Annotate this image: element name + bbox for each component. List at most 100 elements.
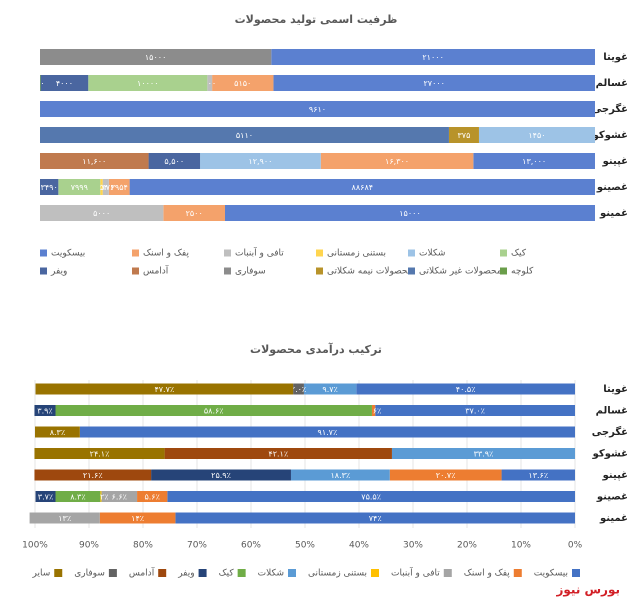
bar-segment [167,491,576,502]
data-label: ۳۴۹۰ [41,183,58,192]
legend-marker [572,569,580,577]
chart-title: ظرفیت اسمی تولید محصولات [235,13,398,26]
bar-segment [290,469,390,481]
legend-label: محصولات نیمه شکلاتی [327,267,413,277]
data-label: ۱۴٪ [131,514,144,523]
bar-segment [371,405,376,416]
category-label: غسالم [596,78,628,89]
category-label: غسالم [596,406,628,417]
category-label: غپینو [602,156,628,167]
data-label: ۱۵۰۰۰ [145,53,166,62]
bar-segment [40,153,149,169]
x-tick-label: 70% [187,541,207,551]
legend-marker [237,569,246,577]
bar-segment [40,49,272,65]
bar-segment [35,383,294,395]
watermark: بورس نیوز [555,583,620,598]
data-label: ۵۰ [36,79,45,88]
category-label: غویتا [603,384,628,395]
bar-segment [40,179,59,195]
legend-marker [54,569,63,577]
legend-marker [371,569,379,577]
data-label: ۴۰۰۰ [56,79,73,88]
data-label: ۵,۵۰۰ [164,157,184,166]
bar-segment [375,405,575,416]
legend-marker [40,267,47,275]
x-tick-label: 60% [241,541,261,551]
bar-segment [34,448,165,459]
data-label: ۱۴۵۰ [528,131,545,140]
bar-segment [175,512,575,524]
legend-marker [288,569,296,577]
data-label: ۲.۰٪ [291,385,306,394]
category-label: غمینو [599,513,628,524]
data-label: ۶.۶٪ [112,493,127,502]
data-label: ۱۸.۳٪ [331,471,351,480]
bar-segment [34,405,56,416]
legend-label: کیک [219,569,235,579]
legend-label: سوفاری [74,569,105,579]
bar-segment [55,405,372,416]
legend-label: محصولات غیر شکلاتی [419,267,502,277]
legend-label: آدامس [143,265,169,277]
bar-segment [212,75,274,91]
data-label: ۹.۷٪ [322,385,337,394]
bar-segment [40,101,595,117]
data-label: ۰.۲٪ [93,493,108,502]
legend-label: ویفر [50,267,67,277]
legend-marker [198,569,207,577]
category-label: غویتا [603,52,628,63]
data-label: ۳۷۵ [458,131,471,140]
bar-segment [293,383,304,395]
data-label: ۱۳,۰۰۰ [522,157,546,166]
bar-segment [35,491,56,502]
bar-segment [40,127,449,143]
legend-marker [132,267,139,275]
x-tick-label: 50% [295,541,315,551]
legend-label: بستنی زمستانی [327,249,386,259]
category-label: غشوکو [592,449,628,460]
legend-marker [443,569,452,577]
data-label: ۲۰.۷٪ [436,471,456,480]
legend-marker [500,249,507,257]
legend-marker [132,249,139,257]
bar-segment [137,491,168,502]
data-label: ۱۱,۶۰۰ [82,157,106,166]
legend-label: پفک و اسنک [464,569,510,579]
bar-segment [303,383,357,395]
data-label: ۱۶,۳۰۰ [385,157,409,166]
data-label: ۷۴٪ [369,514,382,523]
data-label: ۹۶۱۰ [309,105,326,114]
category-label: غشوکو [592,130,628,141]
data-label: ۲۷۰۰۰ [423,79,444,88]
data-label: ۵۸.۶٪ [204,407,224,416]
bar-segment [108,179,130,195]
legend-label: کلوچه [511,267,534,277]
data-label: ۴۵۴ [95,183,108,192]
data-label: ۴۷.۷٪ [154,385,174,394]
legend-label: تافی و آبنبات [235,247,284,259]
category-label: غگرجی [592,425,628,438]
data-label: ۵۰۰۰ [93,209,110,218]
category-label: غمینو [599,208,628,219]
legend-label: تافی و آبنبات [391,567,440,579]
legend-label: سایر [31,569,50,579]
legend-marker [224,249,231,257]
category-label: غگرجی [592,102,628,115]
data-label: ۸۸۶۸۴ [352,183,373,192]
category-label: غصینو [596,182,628,193]
x-tick-label: 90% [79,541,99,551]
bar-segment [58,179,101,195]
legend-marker [108,569,117,577]
legend-label: بیسکویت [534,569,568,579]
bar-segment [34,469,152,481]
x-tick-label: 20% [457,541,477,551]
data-label: ۲۴.۱٪ [90,450,110,459]
x-tick-label: 0% [568,541,583,551]
bar-segment [163,205,225,221]
bar-segment [478,127,595,143]
data-label: ۵۱۵۰ [234,79,251,88]
category-label: غپینو [602,470,628,481]
legend-label: سوفاری [235,267,266,277]
